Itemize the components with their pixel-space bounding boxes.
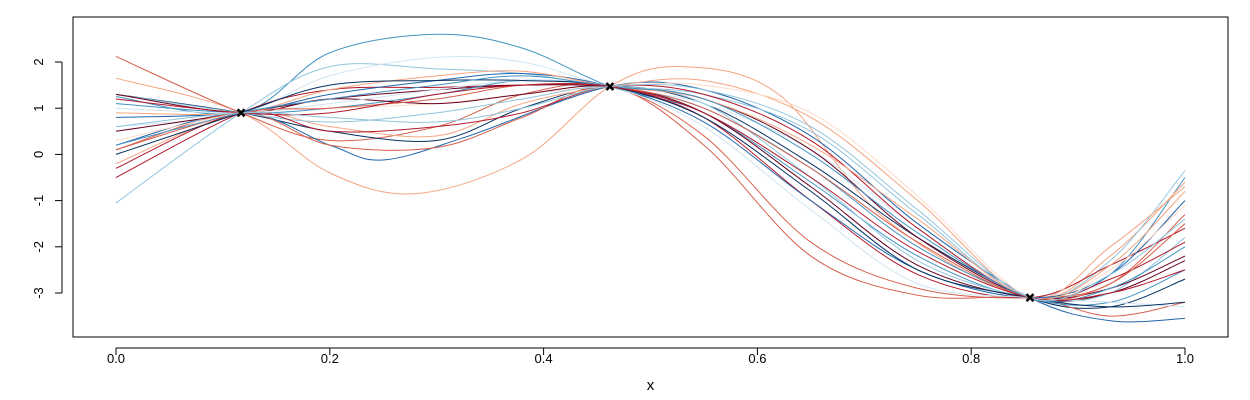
series-line-6	[115, 63, 1186, 300]
observed-point-marker-2	[605, 82, 615, 91]
series-line-11	[115, 78, 1186, 300]
series-line-18	[115, 79, 1186, 308]
x-tick-label: 1.0	[1176, 351, 1194, 366]
observed-points	[236, 82, 1035, 303]
y-tick-label: -1	[31, 195, 46, 207]
y-tick-label: 1	[31, 105, 46, 112]
x-tick-label: 0.4	[535, 351, 553, 366]
x-tick-label: 0.2	[321, 351, 339, 366]
x-tick-label: 0.8	[962, 351, 980, 366]
series-lines	[115, 33, 1186, 323]
plot-frame	[72, 16, 1229, 338]
x-axis: 0.0 0.2 0.4 0.6 0.8 1.0	[107, 347, 1194, 366]
x-axis-label: x	[647, 377, 655, 394]
y-tick-label: 2	[31, 58, 46, 65]
y-tick-label: 0	[31, 151, 46, 158]
series-line-1	[115, 33, 1186, 299]
series-line-24	[115, 83, 1186, 302]
x-tick-label: 0.6	[748, 351, 766, 366]
series-line-15	[115, 85, 1186, 302]
observed-point-marker-3	[1025, 293, 1035, 303]
y-tick-label: -3	[31, 287, 46, 299]
y-axis: -3 -2 -1 0 1 2	[31, 58, 63, 299]
observed-point-marker-1	[236, 108, 246, 118]
series-line-13	[115, 72, 1186, 299]
x-tick-label: 0.0	[107, 351, 125, 366]
series-line-23	[115, 83, 1186, 302]
series-line-19	[115, 70, 1186, 300]
series-line-21	[115, 83, 1186, 301]
y-tick-label: -2	[31, 241, 46, 253]
